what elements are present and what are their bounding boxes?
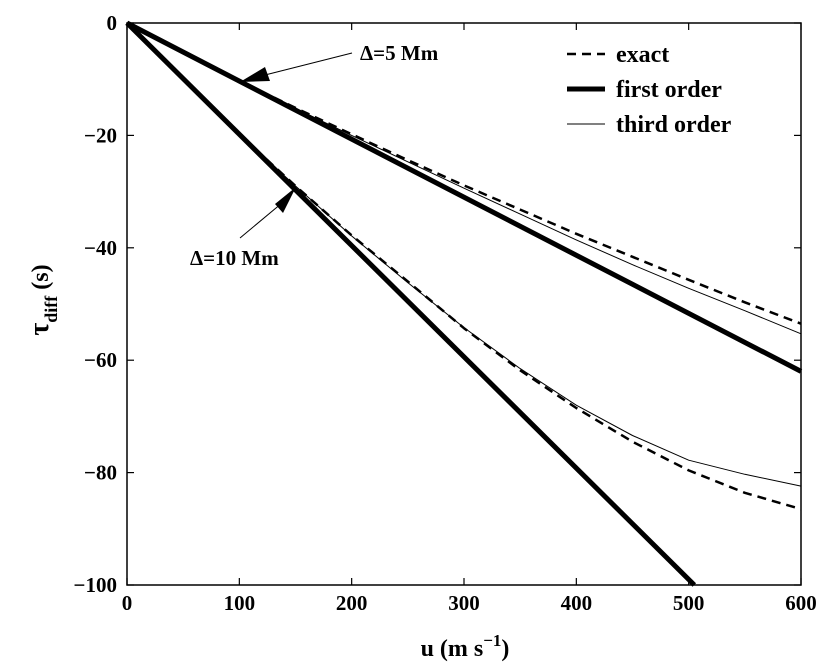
- y-axis-label-symbol: τ: [24, 323, 55, 336]
- x-tick-label-0: 0: [122, 591, 133, 615]
- legend-label-third-order: third order: [616, 112, 732, 138]
- annotation-10mm-leader: [239, 202, 283, 239]
- series-10-mm-third-order: [126, 22, 802, 487]
- y-tick-label-0: 0: [107, 11, 118, 35]
- legend-label-first-order: first order: [616, 77, 722, 103]
- x-axis-label-sup: −1: [483, 631, 501, 650]
- annotation-10mm-arrowhead: [275, 187, 296, 213]
- series-layer: [125, 20, 803, 587]
- y-tick-label--80: −80: [84, 461, 117, 485]
- x-tick-label-400: 400: [561, 591, 593, 615]
- x-tick-label-200: 200: [336, 591, 368, 615]
- annotation-5mm-arrowhead: [240, 67, 270, 82]
- y-tick-label--60: −60: [84, 348, 117, 372]
- annotation-5mm-leader: [264, 52, 353, 76]
- annotation-10mm-label: Δ=10 Mm: [190, 246, 279, 270]
- x-tick-label-600: 600: [785, 591, 817, 615]
- y-tick-label--20: −20: [84, 123, 117, 147]
- series-5-mm-exact: [126, 21, 802, 325]
- x-tick-label-500: 500: [673, 591, 705, 615]
- plot-frame: [126, 22, 802, 586]
- y-axis-label-sub: diff: [41, 295, 61, 323]
- legend-label-exact: exact: [616, 42, 669, 68]
- annotation-5mm-label: Δ=5 Mm: [360, 41, 439, 65]
- x-tick-label-100: 100: [224, 591, 256, 615]
- x-axis-label: u (m s−1): [421, 631, 510, 662]
- legend: exact first order third order: [567, 42, 732, 138]
- y-tick-label--40: −40: [84, 236, 117, 260]
- y-axis-label: τdiff (s): [24, 264, 61, 335]
- ticks-layer: [126, 22, 802, 586]
- series-5-mm-third-order: [126, 22, 802, 335]
- y-tick-label--100: −100: [74, 573, 117, 597]
- tick-labels: 0 100 200 300 400 500 600 0 −20 −40 −60 −80 −100: [74, 11, 817, 615]
- series-5-mm-first-order: [125, 20, 803, 374]
- x-axis-label-main: u (m s: [421, 636, 484, 662]
- x-tick-label-300: 300: [448, 591, 480, 615]
- annotations: Δ=5 Mm Δ=10 Mm: [190, 41, 439, 270]
- x-axis-label-close: ): [501, 636, 509, 662]
- y-axis-label-unit: (s): [28, 264, 54, 295]
